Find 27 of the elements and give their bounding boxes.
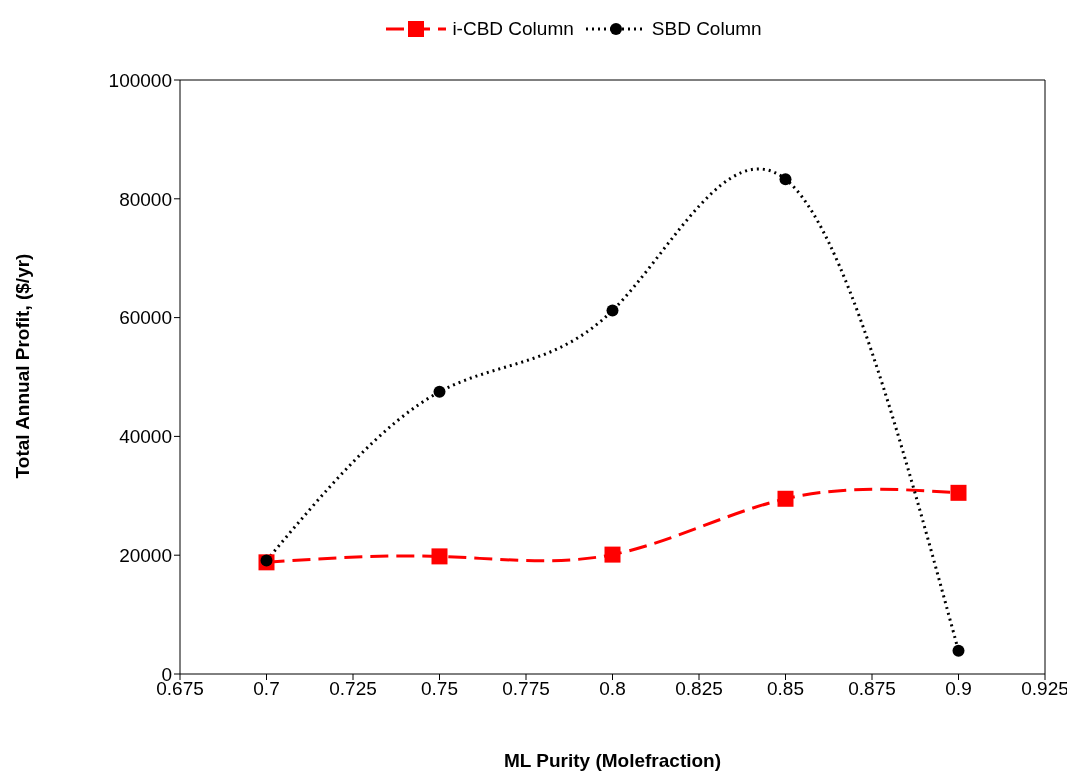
point — [950, 484, 967, 501]
legend-label: i-CBD Column — [452, 18, 574, 40]
y-tick-label: 20000 — [119, 544, 172, 566]
x-tick-label: 0.85 — [767, 678, 804, 700]
y-tick-label: 40000 — [119, 426, 172, 448]
x-tick-label: 0.875 — [848, 678, 896, 700]
x-tick-label: 0.9 — [945, 678, 972, 700]
x-axis-title: ML Purity (Molefraction) — [502, 750, 723, 772]
x-tick-label: 0.825 — [675, 678, 723, 700]
x-tick-label: 0.775 — [502, 678, 550, 700]
point — [779, 173, 792, 186]
y-axis-title: Total Annual Profit, ($/yr) — [12, 253, 34, 479]
x-tick-label: 0.75 — [421, 678, 458, 700]
y-tick-label: 60000 — [119, 307, 172, 329]
point — [952, 644, 965, 657]
x-tick-label: 0.7 — [253, 678, 280, 700]
point — [431, 548, 448, 565]
legend-label: SBD Column — [651, 18, 762, 40]
y-tick-label: 100000 — [108, 69, 172, 91]
point — [777, 490, 794, 507]
x-tick-label: 0.725 — [329, 678, 377, 700]
x-tick-label: 0.8 — [599, 678, 626, 700]
point — [260, 554, 273, 567]
point — [606, 304, 619, 317]
point — [433, 385, 446, 398]
point — [604, 546, 621, 563]
y-tick-label: 80000 — [119, 188, 172, 210]
